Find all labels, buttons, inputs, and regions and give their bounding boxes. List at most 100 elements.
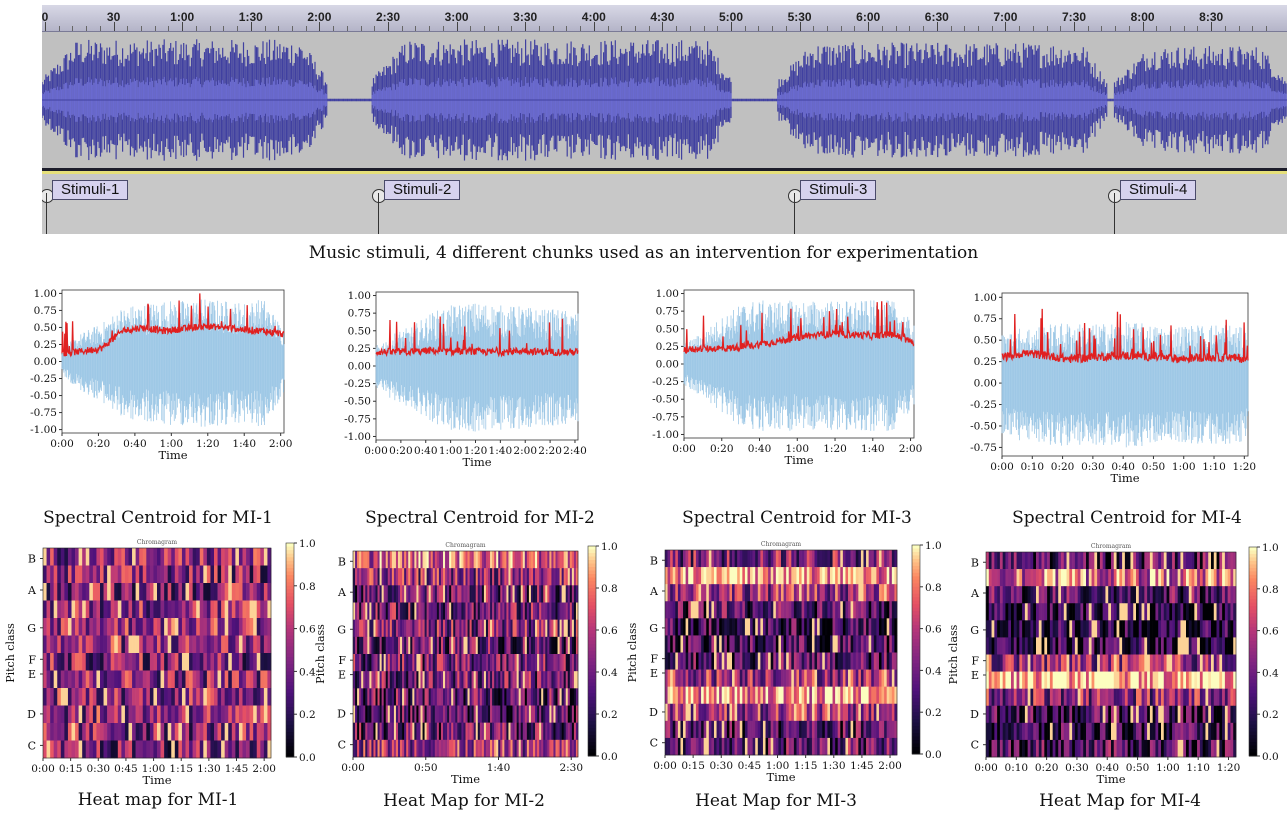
heatmap-cell [238,600,243,619]
x-axis-label: Time [784,453,813,467]
colorbar-segment [286,667,294,672]
heatmap-cell [551,602,554,620]
heatmap-cell [82,705,87,724]
heatmap-cell [60,548,65,566]
heatmap-cell [479,585,483,603]
heatmap-cell [132,723,136,741]
heatmap-cell [512,568,515,586]
heatmap-cell [260,548,265,566]
heatmap-cell [89,583,94,601]
heatmap-cell [533,585,536,603]
stimulus-label[interactable]: Stimuli-3 [800,180,877,200]
waveform-track[interactable] [42,32,1287,168]
y-tick-label: -0.25 [652,376,679,388]
colorbar-segment [286,621,294,626]
ruler-tick [1211,22,1213,31]
heatmap-cell [379,551,382,569]
stimulus-label[interactable]: Stimuli-2 [384,180,461,200]
colorbar-segment [286,739,294,744]
heatmap-cell [214,600,218,619]
heatmap-cell [221,583,225,601]
heatmap-cell [100,583,104,601]
heatmap-cell [367,585,370,603]
y-tick-label: -0.75 [970,442,997,454]
heatmap-cell [149,565,154,584]
colorbar-segment [286,650,294,655]
ruler-label: 3:00 [444,10,469,24]
heatmap-cell [416,568,419,586]
heatmap-cell [260,600,265,619]
heatmap-cell [428,585,432,603]
heatmap-cell [477,551,481,569]
heatmap-cell [408,619,411,638]
heatmap-cell [514,602,517,620]
ruler-minor-tick [278,26,280,31]
heatmap-cell [139,565,144,584]
heatmap-cell [146,565,151,584]
heatmap-cell [246,618,250,636]
heatmap-cell [46,618,51,636]
heatmap-cell [539,602,542,620]
heatmap-cell [508,585,511,603]
heatmap-cell [67,740,72,759]
heatmap-cell [89,740,94,759]
heatmap-cell [231,705,236,724]
heatmap-cell [508,602,511,620]
heatmap-cell [246,548,250,566]
y-tick-label: -0.75 [344,413,371,425]
heatmap-cell [64,635,69,654]
heatmap-cell [267,740,272,759]
heatmap-cell [75,618,79,636]
heatmap-cell [60,705,65,724]
heatmap-cell [573,551,577,569]
heatmap-cell [185,600,190,619]
heatmap-cell [400,619,403,638]
timeline-ruler[interactable]: 0 30 1:00 1:30 2:00 2:30 3:00 3:30 4:00 4:30 5:00 5… [42,5,1287,32]
heatmap-cell [185,705,190,724]
stimulus-label[interactable]: Stimuli-1 [52,180,129,200]
heatmap-cell [416,619,419,638]
spectral-centroid-chart: 1.000.750.500.250.00-0.25-0.50-0.750:00 0… [970,292,1256,485]
heatmap-cell [249,705,254,724]
x-tick-label: 0:30 [1081,461,1105,473]
heatmap-cell [64,688,69,706]
stimulus-label[interactable]: Stimuli-4 [1120,180,1197,200]
colorbar-segment [286,550,294,555]
heatmap-cell [371,602,374,620]
heatmap-cell [516,551,519,569]
ruler-minor-tick [552,26,554,31]
heatmap-cell [128,723,133,741]
heatmap-cell [85,740,90,759]
heatmap-cell [75,565,79,584]
heatmap-cell [377,585,380,603]
heatmap-cell [563,551,567,569]
label-track[interactable]: Stimuli-1 Stimuli-2 Stimuli-3 Stimuli-4 [42,168,1287,234]
ruler-minor-tick [813,26,815,31]
waveform [42,39,1287,161]
heatmap-cell [361,619,364,638]
heatmap-cell [50,635,54,654]
heatmap-cell [420,585,423,603]
ruler-minor-tick [1266,26,1268,31]
heatmap-cell [124,635,129,654]
ruler-minor-tick [209,26,211,31]
heatmap-cell [518,568,522,586]
heatmap-cell [221,635,225,654]
heatmap-cell [196,688,201,706]
heatmap-cell [142,565,147,584]
heatmap-cell [449,551,452,569]
heatmap-cell [467,585,470,603]
y-tick-label: 0.50 [348,325,371,337]
heatmap-cell [263,565,268,584]
heatmap-cell [357,602,360,620]
heatmap-cell [473,568,477,586]
heatmap-cell [469,551,472,569]
heatmap-cell [53,653,58,671]
heatmap-cell [203,618,208,636]
ruler-tick [250,22,252,31]
ruler-tick [868,22,870,31]
heatmap-cell [89,670,94,689]
x-tick-label: 1:00 [785,443,809,455]
heatmap-cell [404,551,407,569]
heatmap-cell [75,583,79,601]
